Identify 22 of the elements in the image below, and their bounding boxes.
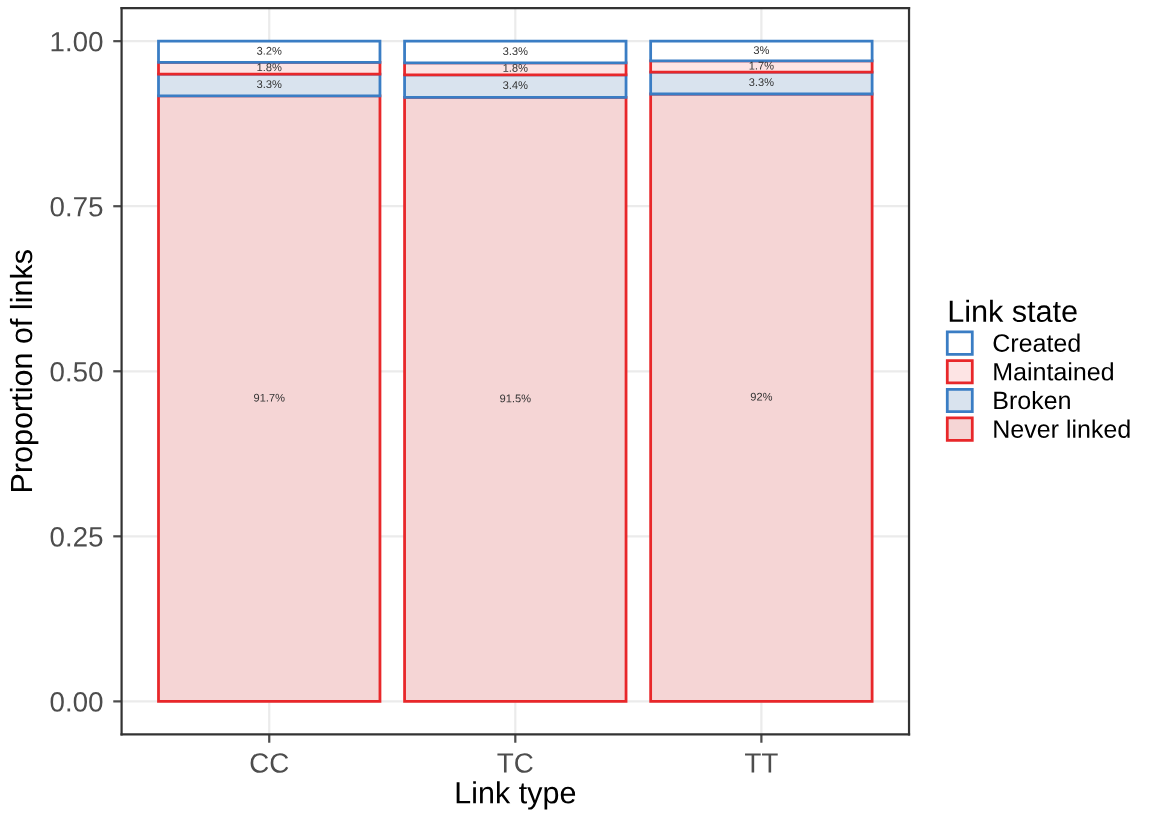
bar — [157, 94, 382, 703]
legend-label: Created — [993, 333, 1080, 352]
bar — [403, 95, 628, 703]
x-tick-label: CC — [250, 753, 289, 773]
legend-label: Broken — [994, 390, 1070, 410]
x-axis-title: Link type — [456, 781, 576, 810]
y-axis-title: Proportion of links — [9, 250, 39, 492]
y-tick-label: 0.75 — [50, 196, 103, 217]
y-tick-label: 1.00 — [51, 31, 103, 52]
legend-label: Maintained — [994, 362, 1113, 381]
bar — [403, 73, 628, 99]
y-tick-label: 0.50 — [50, 361, 103, 382]
bar — [649, 39, 874, 63]
y-tick-label: 0.25 — [50, 527, 103, 547]
y-tick-label: 0.00 — [50, 692, 103, 712]
bar — [649, 92, 874, 703]
bar — [403, 39, 628, 65]
bar — [157, 39, 382, 64]
legend-title: Link state — [949, 299, 1077, 323]
legend-label: Never linked — [994, 419, 1130, 438]
x-tick-label: TC — [497, 753, 533, 773]
x-tick-label: TT — [745, 753, 778, 773]
